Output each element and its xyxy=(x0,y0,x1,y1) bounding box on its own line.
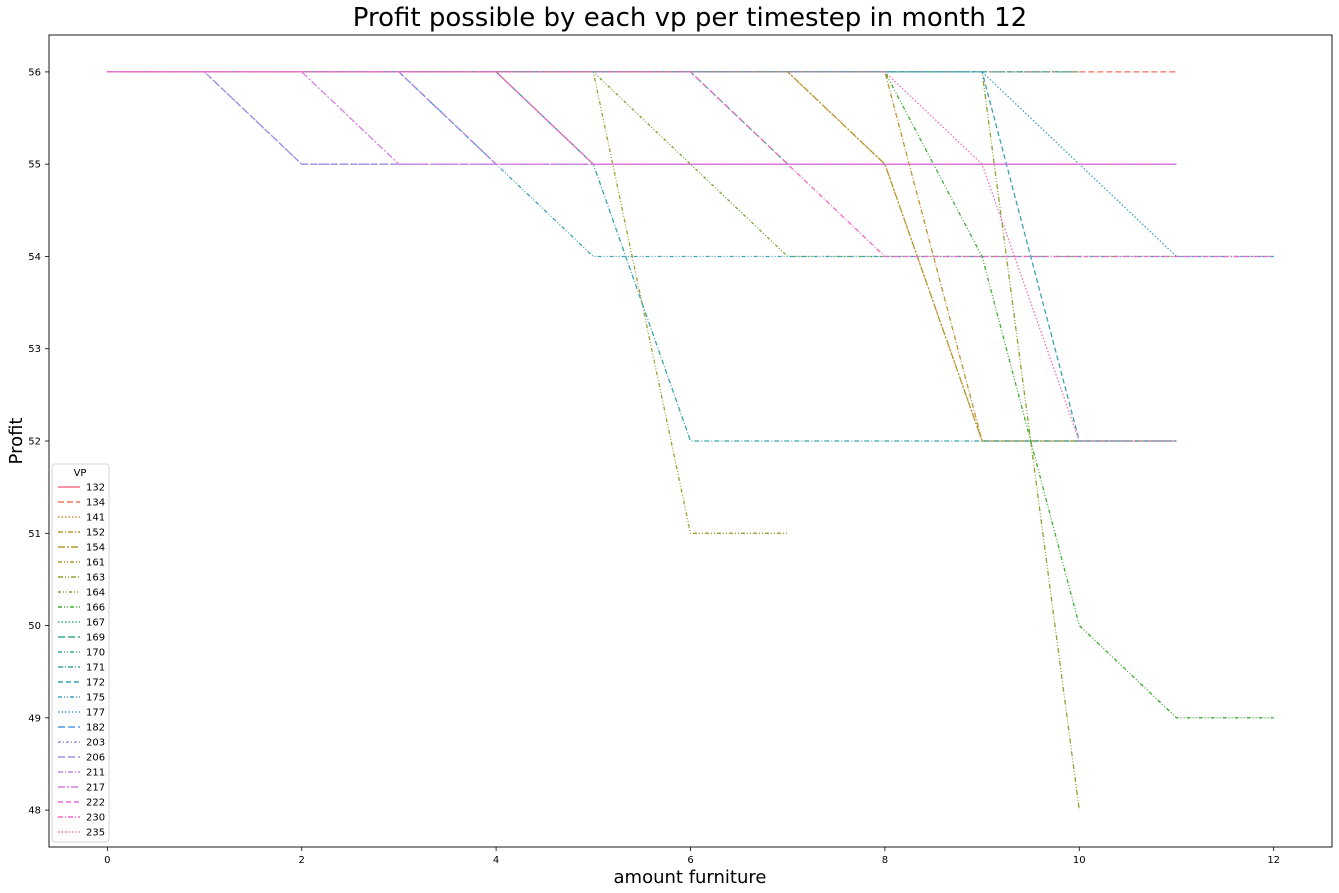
legend-label-182: 182 xyxy=(86,723,105,734)
legend-label-166: 166 xyxy=(86,603,105,614)
legend-label-167: 167 xyxy=(86,618,105,629)
x-tick-label: 10 xyxy=(1073,855,1086,866)
x-tick-label: 6 xyxy=(687,855,693,866)
series-line-211 xyxy=(107,71,1177,165)
series-line-203 xyxy=(107,71,1177,165)
series-line-182 xyxy=(107,71,1177,165)
legend-label-177: 177 xyxy=(86,708,105,719)
legend-label-175: 175 xyxy=(86,693,105,704)
legend-label-169: 169 xyxy=(86,633,105,644)
y-tick-label: 50 xyxy=(28,621,41,632)
ticks-layer: 0 2 4 6 8 10 12 48 49 50 51 52 53 54 55 56 xyxy=(28,67,1280,866)
legend-label-170: 170 xyxy=(86,648,105,659)
legend-label-164: 164 xyxy=(86,588,105,599)
legend-label-230: 230 xyxy=(86,813,105,824)
x-tick-label: 8 xyxy=(882,855,888,866)
y-tick-label: 56 xyxy=(28,67,41,78)
legend-label-163: 163 xyxy=(86,573,105,584)
series-layer xyxy=(107,71,1274,811)
y-tick-label: 55 xyxy=(28,160,41,171)
y-tick-label: 54 xyxy=(28,252,41,263)
x-tick-label: 4 xyxy=(493,855,499,866)
legend-label-154: 154 xyxy=(86,543,105,554)
x-tick-label: 12 xyxy=(1267,855,1280,866)
legend-items: 132 134 141 152 154 161 163 164 166 167 169 170 171 1… xyxy=(58,483,105,839)
legend-box xyxy=(51,463,110,843)
legend-label-206: 206 xyxy=(86,753,105,764)
series-line-169 xyxy=(107,71,1177,165)
y-tick-label: 48 xyxy=(28,806,41,817)
legend-label-134: 134 xyxy=(86,498,105,509)
series-line-217 xyxy=(107,71,1177,165)
legend-label-235: 235 xyxy=(86,828,105,839)
legend-label-217: 217 xyxy=(86,783,105,794)
y-tick-label: 53 xyxy=(28,344,41,355)
y-tick-label: 52 xyxy=(28,437,41,448)
y-axis-label: Profit xyxy=(6,418,27,465)
legend-label-222: 222 xyxy=(86,798,105,809)
series-line-166 xyxy=(107,71,1274,719)
legend-label-152: 152 xyxy=(86,528,105,539)
legend-label-171: 171 xyxy=(86,663,105,674)
legend-label-211: 211 xyxy=(86,768,105,779)
y-tick-label: 51 xyxy=(28,529,41,540)
series-line-132 xyxy=(107,71,1177,165)
chart-title: Profit possible by each vp per timestep … xyxy=(353,3,1027,33)
x-tick-label: 2 xyxy=(299,855,305,866)
legend-label-141: 141 xyxy=(86,513,105,524)
legend-label-161: 161 xyxy=(86,558,105,569)
series-line-172 xyxy=(107,71,1177,442)
legend-label-132: 132 xyxy=(86,483,105,494)
series-line-222 xyxy=(107,71,1177,165)
x-axis-label: amount furniture xyxy=(614,867,767,888)
legend-label-172: 172 xyxy=(86,678,105,689)
y-tick-label: 49 xyxy=(28,713,41,724)
legend-title: VP xyxy=(74,468,87,479)
series-line-235 xyxy=(107,71,1177,442)
series-line-161 xyxy=(107,71,788,534)
legend: VP 1321341411521541611631641661671691701… xyxy=(51,463,110,843)
legend-label-203: 203 xyxy=(86,738,105,749)
series-line-163 xyxy=(107,71,1080,811)
series-line-206 xyxy=(107,71,1177,165)
x-tick-label: 0 xyxy=(104,855,110,866)
